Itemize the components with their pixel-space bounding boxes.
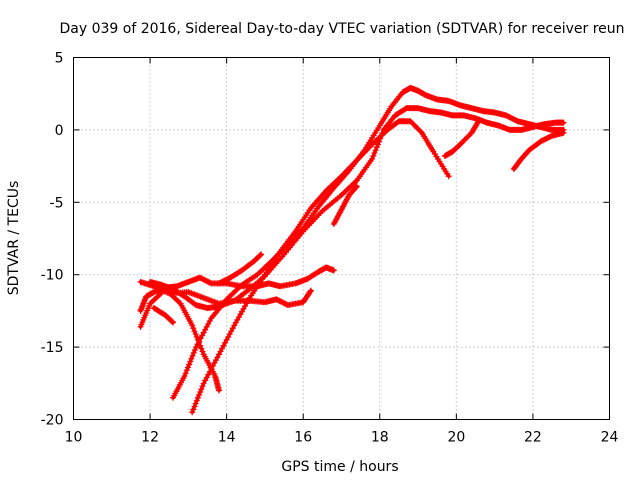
data-point <box>257 252 264 259</box>
x-tick-label: 24 <box>601 430 619 446</box>
data-point <box>189 409 196 416</box>
x-tick-label: 10 <box>65 430 83 446</box>
data-point <box>190 325 197 332</box>
data-point <box>475 118 482 125</box>
data-point <box>369 155 376 162</box>
data-point <box>370 152 377 159</box>
data-point <box>353 183 360 190</box>
data-point <box>193 397 200 404</box>
x-tick-label: 20 <box>447 430 465 446</box>
data-point <box>170 319 177 326</box>
data-point <box>194 394 201 401</box>
data-point <box>560 129 567 136</box>
data-point <box>189 322 196 329</box>
data-point <box>476 116 483 123</box>
grid-layer <box>73 57 610 420</box>
data-point <box>330 267 337 274</box>
data-point <box>197 388 204 395</box>
data-point <box>191 403 198 410</box>
data-point <box>307 288 314 295</box>
data-point <box>196 391 203 398</box>
data-point <box>198 345 205 352</box>
data-point <box>169 318 176 325</box>
data-point <box>560 119 567 126</box>
x-tick-label: 12 <box>141 430 159 446</box>
data-point <box>417 128 424 135</box>
data-point <box>189 352 196 359</box>
series-track-9 <box>330 183 360 228</box>
series-band <box>148 106 566 310</box>
data-point <box>182 370 189 377</box>
data-point <box>445 173 452 180</box>
data-point <box>183 367 190 374</box>
data-point <box>307 287 314 294</box>
data-point <box>372 147 379 154</box>
plot-frame <box>73 57 610 420</box>
data-point <box>215 387 222 394</box>
data-point <box>373 144 380 151</box>
data-point <box>190 349 197 356</box>
data-point <box>191 328 198 335</box>
tick-layer: 10 12 14 16 18 20 22 24 5 0 -5 -10 -15 -20 <box>41 51 619 446</box>
data-point <box>181 373 188 380</box>
y-tick-label: 5 <box>55 51 64 67</box>
series-band <box>171 86 566 400</box>
series-track-10 <box>441 116 483 159</box>
y-axis-label: SDTVAR / TECUs <box>6 181 22 296</box>
series-track-3 <box>147 105 567 312</box>
data-point <box>184 364 191 371</box>
data-point <box>193 333 200 340</box>
data-point <box>192 400 199 407</box>
chart-title: Day 039 of 2016, Sidereal Day-to-day VTE… <box>59 21 624 37</box>
y-tick-label: -20 <box>41 413 64 429</box>
data-point <box>258 251 265 258</box>
x-axis-label: GPS time / hours <box>281 459 398 475</box>
data-point <box>190 406 197 413</box>
data-point <box>199 348 206 355</box>
x-tick-label: 18 <box>371 430 389 446</box>
series-track-7 <box>189 118 452 416</box>
data-point <box>192 331 199 338</box>
data-point <box>186 361 193 368</box>
data-point <box>199 383 206 390</box>
x-tick-label: 14 <box>218 430 236 446</box>
data-point <box>374 141 381 148</box>
series-track-8 <box>215 251 265 287</box>
data-point <box>191 346 198 353</box>
y-tick-label: -15 <box>41 340 64 356</box>
y-tick-label: -10 <box>41 268 64 284</box>
series-track-5 <box>170 84 567 401</box>
y-tick-label: -5 <box>50 195 64 211</box>
series-track-11 <box>510 129 567 172</box>
data-point <box>353 184 360 191</box>
data-point <box>187 358 194 365</box>
x-tick-label: 22 <box>524 430 542 446</box>
data-layer <box>137 84 567 416</box>
y-tick-label: 0 <box>55 123 64 139</box>
series-band <box>512 131 566 171</box>
x-tick-label: 16 <box>294 430 312 446</box>
data-point <box>371 150 378 157</box>
series-band <box>190 119 451 415</box>
data-point <box>198 386 205 393</box>
data-point <box>188 355 195 362</box>
series-track-6 <box>150 305 177 326</box>
